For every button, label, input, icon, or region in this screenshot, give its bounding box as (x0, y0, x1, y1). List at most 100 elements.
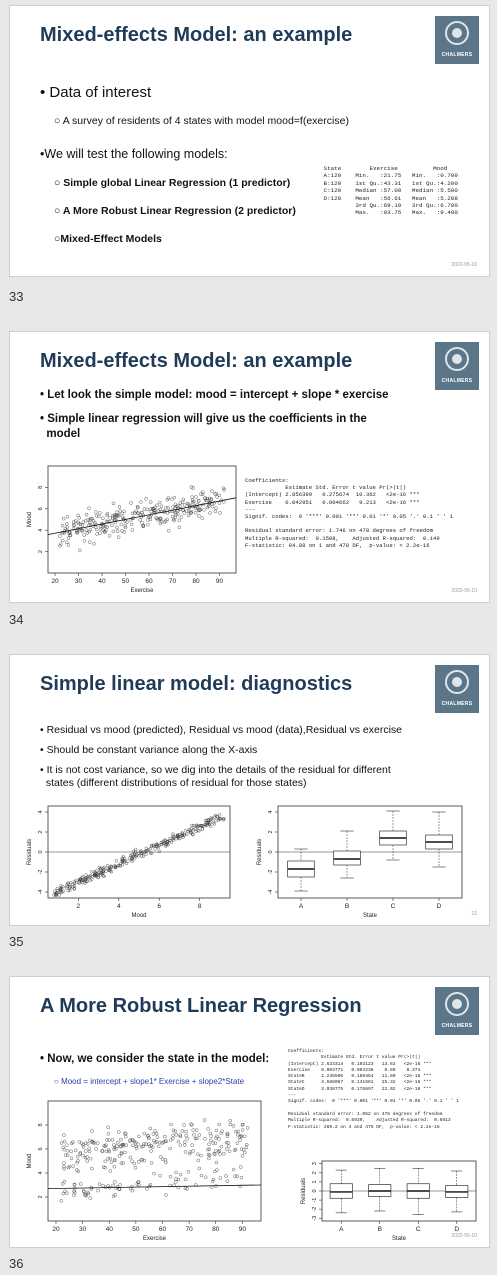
data-point (71, 527, 76, 531)
data-point (188, 504, 192, 508)
x-tick-label: 8 (198, 903, 202, 910)
data-point (183, 829, 188, 833)
data-point (83, 1155, 88, 1160)
data-point (140, 521, 144, 525)
data-point (86, 1190, 90, 1195)
model-item-2: ○ A More Robust Linear Regression (2 pre… (54, 205, 296, 217)
data-point (150, 851, 154, 855)
data-point (210, 1179, 215, 1184)
data-point (119, 1161, 124, 1165)
data-point (76, 1159, 80, 1163)
data-point (119, 1151, 124, 1155)
y-tick-label: -4 (268, 890, 274, 895)
data-point (164, 1139, 168, 1144)
data-point (191, 823, 196, 828)
data-point (226, 1132, 230, 1137)
x-tick-label: 70 (169, 578, 177, 585)
data-point (100, 1149, 104, 1153)
data-point (84, 873, 88, 877)
data-point (194, 829, 198, 834)
data-point (193, 1136, 198, 1141)
data-point (113, 1158, 117, 1162)
data-point (187, 828, 191, 832)
data-point (239, 1147, 244, 1151)
data-point (116, 1140, 120, 1145)
data-point (190, 495, 194, 499)
data-point (139, 851, 143, 855)
data-point (108, 869, 113, 873)
slide-34[interactable]: Mixed-effects Model: an example CHALMERS… (9, 331, 490, 603)
data-point (228, 1118, 232, 1123)
data-point (207, 1142, 211, 1146)
data-point (63, 1153, 68, 1157)
data-point (184, 1133, 188, 1138)
data-point (157, 849, 161, 854)
data-point (123, 525, 128, 530)
scatter-mood-exercise-state: 20 30 40 50 60 70 80 90 2 4 6 8 Exercise Mood (27, 1100, 262, 1242)
data-point (91, 1141, 95, 1145)
data-point (86, 518, 90, 522)
data-point (171, 1136, 175, 1141)
data-point (180, 1129, 185, 1133)
data-point (158, 521, 163, 526)
data-point (243, 1150, 247, 1155)
data-point (202, 1118, 207, 1122)
data-point (92, 873, 97, 878)
x-tick-label: C (416, 1226, 421, 1233)
data-point (172, 495, 177, 500)
data-point (130, 853, 134, 857)
data-point (98, 511, 102, 515)
data-point (235, 1174, 239, 1179)
y-tick-label: 2 (38, 1195, 44, 1198)
data-point (212, 1151, 216, 1156)
data-point (77, 1140, 82, 1144)
slide-35[interactable]: Simple linear model: diagnostics CHALMER… (9, 654, 490, 926)
data-point (191, 499, 196, 504)
data-point (185, 509, 189, 513)
data-point (227, 1144, 231, 1148)
data-point (211, 1177, 216, 1182)
data-point (217, 1149, 222, 1153)
data-point (101, 1183, 105, 1188)
data-point (215, 495, 219, 499)
data-point (181, 508, 185, 512)
data-point (196, 828, 200, 833)
slide-number-35: 35 (9, 934, 24, 949)
data-point (102, 874, 106, 878)
data-point (194, 504, 199, 509)
data-point (214, 1160, 219, 1165)
data-point (173, 511, 177, 515)
data-point (171, 505, 175, 509)
data-point (72, 520, 76, 524)
data-point (175, 835, 180, 839)
data-point (235, 1141, 240, 1145)
data-point (105, 511, 110, 516)
data-point (117, 1130, 121, 1134)
data-point (54, 891, 58, 895)
data-point (239, 1134, 243, 1138)
slide-36[interactable]: A More Robust Linear Regression CHALMERS… (9, 976, 490, 1248)
data-point (224, 1174, 228, 1178)
data-point (146, 1133, 150, 1138)
data-point (75, 531, 79, 535)
data-point (116, 535, 121, 539)
y-tick-label: 6 (38, 1147, 44, 1150)
data-point (109, 865, 113, 869)
data-point (169, 840, 174, 844)
slide-33[interactable]: Mixed-effects Model: an example CHALMERS… (9, 5, 490, 277)
data-point (135, 1146, 139, 1151)
data-point (83, 1193, 88, 1197)
data-point (135, 853, 139, 857)
data-point (89, 1156, 93, 1161)
data-point (135, 504, 140, 509)
data-point (225, 1179, 230, 1183)
y-tick-label: 0 (38, 850, 44, 853)
slide-title: Mixed-effects Model: an example (40, 24, 353, 46)
data-point (78, 877, 82, 881)
data-point (166, 496, 171, 500)
seal-icon (445, 992, 469, 1016)
logo-text: CHALMERS (441, 378, 473, 384)
data-point (222, 488, 226, 492)
data-point (137, 854, 141, 858)
data-point (115, 529, 120, 533)
